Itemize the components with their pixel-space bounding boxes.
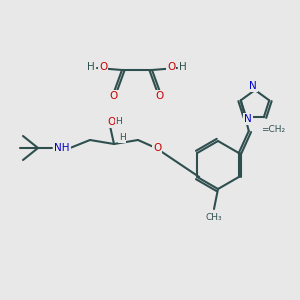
Text: CH₃: CH₃ (206, 212, 222, 221)
Text: H: H (116, 118, 122, 127)
Text: NH: NH (54, 143, 70, 153)
Text: H: H (118, 134, 125, 142)
Text: O: O (99, 62, 107, 72)
Text: O: O (167, 62, 175, 72)
Text: =CH₂: =CH₂ (261, 124, 285, 134)
Text: O: O (156, 91, 164, 101)
Text: N: N (244, 114, 252, 124)
Text: O: O (110, 91, 118, 101)
Text: O: O (107, 117, 115, 127)
Text: H: H (179, 62, 187, 72)
Text: O: O (153, 143, 161, 153)
Text: N: N (249, 81, 257, 91)
Text: H: H (87, 62, 95, 72)
